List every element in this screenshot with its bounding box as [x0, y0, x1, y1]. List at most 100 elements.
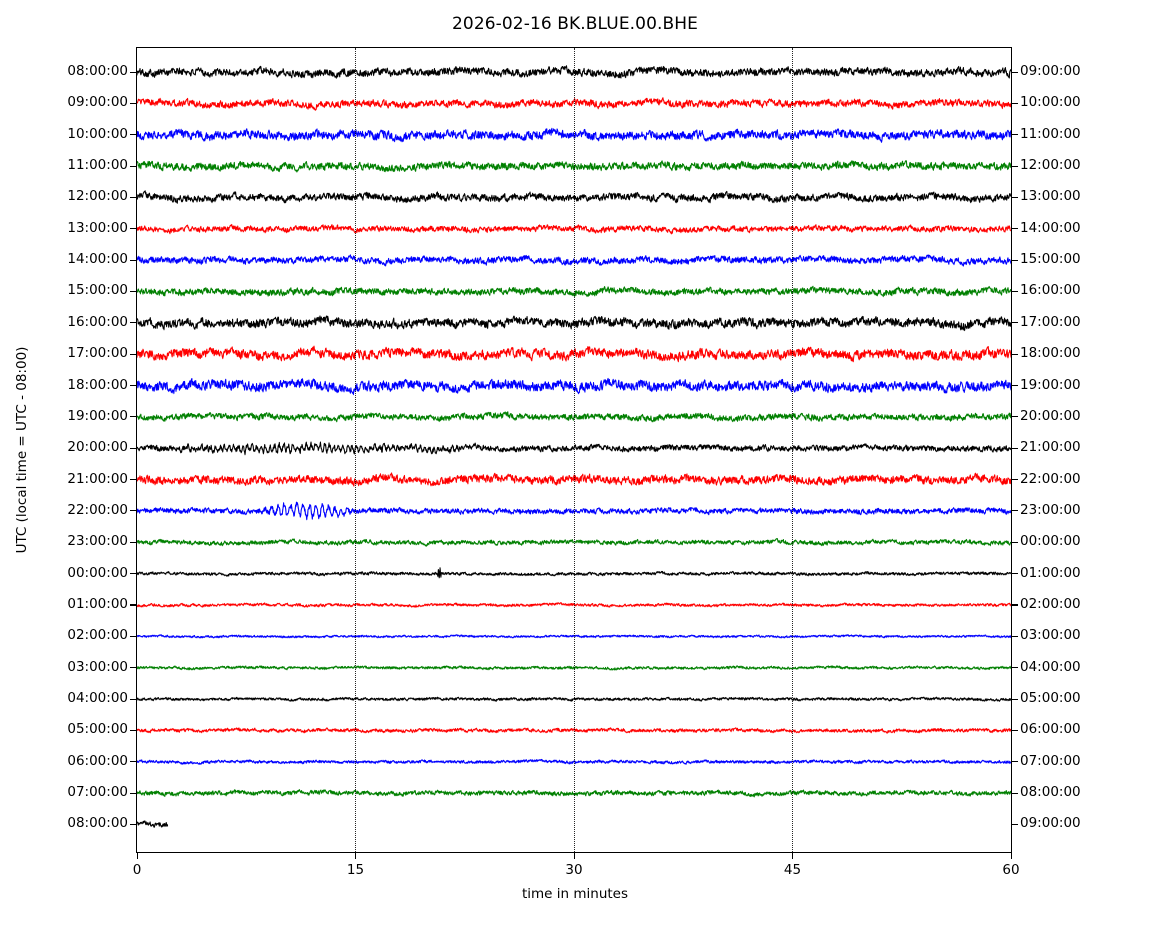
x-axis-tick-mark	[1010, 853, 1012, 859]
y-axis-right-tick-label: 01:00:00	[1020, 564, 1081, 581]
y-axis-left-tick-label: 17:00:00	[67, 345, 128, 362]
y-axis-left-tick-label: 14:00:00	[67, 251, 128, 268]
y-axis-right-tick-mark	[1012, 385, 1018, 387]
x-axis-tick-label: 60	[1002, 862, 1020, 878]
y-axis-left-tick-mark	[130, 541, 136, 543]
y-axis-right-tick-label: 15:00:00	[1020, 251, 1081, 268]
y-axis-left-tick-mark	[130, 290, 136, 293]
y-axis-right-tick-label: 02:00:00	[1020, 595, 1081, 612]
y-axis-right-tick-mark	[1012, 196, 1018, 198]
y-axis-left-tick-label: 08:00:00	[67, 63, 128, 79]
y-axis-left-tick-label: 07:00:00	[67, 784, 128, 801]
y-axis-right-tick-mark	[1012, 353, 1018, 355]
y-axis-right-tick-label: 17:00:00	[1020, 313, 1081, 330]
y-axis-left-tick-label: 23:00:00	[67, 533, 128, 550]
x-axis-tick-label: 0	[132, 862, 142, 878]
y-axis-left-tick-label: 02:00:00	[67, 627, 128, 644]
y-axis-right-tick-label: 11:00:00	[1020, 125, 1081, 142]
y-axis-left-tick-label: 11:00:00	[67, 157, 128, 174]
y-axis-right-tick-label: 08:00:00	[1020, 784, 1081, 801]
y-axis-right-tick-label: 05:00:00	[1020, 690, 1081, 706]
y-axis-right-tick-mark	[1012, 698, 1018, 700]
y-axis-left-tick-mark	[130, 698, 136, 700]
y-axis-left-tick-mark	[130, 823, 136, 825]
y-axis-right-tick-mark	[1012, 573, 1018, 575]
y-axis-left-tick-mark	[130, 447, 136, 449]
y-axis-left-tick-label: 16:00:00	[67, 313, 128, 330]
y-axis-left-tick-label: 06:00:00	[67, 752, 128, 769]
y-axis-right-tick-label: 18:00:00	[1020, 345, 1081, 362]
y-axis-left-tick-label: 19:00:00	[67, 407, 128, 424]
x-axis-tick-label: 30	[565, 862, 583, 878]
y-axis-right-tick-mark	[1012, 823, 1018, 825]
y-axis-left-tick-label: 05:00:00	[67, 721, 128, 738]
y-axis-right-tick-mark	[1012, 604, 1018, 606]
x-axis-tick-mark	[792, 853, 794, 859]
y-axis-right-tick-label: 06:00:00	[1020, 721, 1081, 738]
y-axis-left-tick-mark	[130, 259, 136, 261]
y-axis-left-tick-label: 12:00:00	[67, 188, 128, 205]
y-axis-right-tick-mark	[1012, 228, 1018, 230]
y-axis-right-tick-label: 12:00:00	[1020, 157, 1081, 174]
y-axis-left-tick-mark	[130, 479, 136, 481]
y-axis-right-tick-label: 04:00:00	[1020, 658, 1081, 675]
y-axis-right-tick-label: 03:00:00	[1020, 627, 1081, 644]
x-axis-label: time in minutes	[521, 886, 629, 902]
y-axis-right-tick-mark	[1012, 134, 1018, 136]
y-axis-left-tick-label: 09:00:00	[67, 94, 128, 111]
x-axis-tick-mark	[355, 853, 357, 859]
y-axis-right-tick-label: 21:00:00	[1020, 439, 1081, 456]
y-axis-left-tick-label: 04:00:00	[67, 690, 128, 706]
y-axis-left-tick-label: 00:00:00	[67, 564, 128, 581]
y-axis-right-tick-mark	[1012, 165, 1018, 167]
y-axis-right-tick-label: 07:00:00	[1020, 752, 1081, 769]
y-axis-right-tick-label: 23:00:00	[1020, 501, 1081, 518]
y-axis-right-tick-mark	[1012, 541, 1018, 543]
y-axis-left-tick-label: 01:00:00	[67, 595, 128, 612]
y-axis-left-tick-mark	[130, 416, 136, 418]
y-axis-right-tick-label: 09:00:00	[1020, 63, 1081, 79]
y-axis-right-tick-mark	[1012, 322, 1018, 324]
y-axis-left-tick-mark	[130, 761, 136, 763]
y-axis-label: UTC (local time = UTC - 08:00)	[14, 346, 30, 554]
y-axis-right-tick-label: 20:00:00	[1020, 407, 1081, 424]
y-axis-left-tick-label: 08:00:00	[67, 815, 128, 832]
y-axis-right-tick-label: 19:00:00	[1020, 376, 1081, 393]
y-axis-right-tick-mark	[1012, 792, 1018, 794]
y-axis-right-tick-mark	[1012, 761, 1018, 763]
y-axis-right-tick-label: 00:00:00	[1020, 533, 1081, 550]
y-axis-right-tick-mark	[1012, 729, 1018, 731]
y-axis-left-tick-label: 15:00:00	[67, 282, 128, 299]
y-axis-left-tick-label: 03:00:00	[67, 658, 128, 675]
x-axis-tick-label: 15	[346, 862, 365, 878]
y-axis-left-tick-mark	[130, 385, 136, 387]
y-axis-right-tick-mark	[1012, 71, 1018, 73]
y-axis-left-tick-mark	[130, 510, 136, 512]
x-axis-tick-label: 45	[783, 862, 802, 878]
y-axis-right-tick-mark	[1012, 510, 1018, 512]
grid-line-vertical	[792, 48, 794, 852]
y-axis-left-tick-label: 20:00:00	[67, 439, 128, 456]
y-axis-left-tick-mark	[130, 353, 136, 355]
y-axis-right-tick-label: 10:00:00	[1020, 94, 1081, 111]
y-axis-right-tick-label: 09:00:00	[1020, 815, 1081, 832]
y-axis-right-tick-label: 13:00:00	[1020, 188, 1081, 205]
y-axis-left-tick-mark	[130, 228, 136, 230]
y-axis-left-tick-mark	[130, 196, 136, 198]
x-axis-tick-mark	[573, 853, 575, 859]
y-axis-left-tick-mark	[130, 165, 136, 167]
y-axis-left-tick-mark	[130, 792, 136, 794]
y-axis-right-tick-mark	[1012, 635, 1018, 637]
x-axis-tick-mark	[136, 853, 138, 859]
page-title: 2026-02-16 BK.BLUE.00.BHE	[451, 14, 698, 34]
y-axis-right-tick-mark	[1012, 479, 1018, 481]
grid-line-vertical	[573, 48, 576, 852]
y-axis-left-tick-label: 22:00:00	[67, 501, 128, 518]
y-axis-right-tick-mark	[1012, 447, 1018, 449]
y-axis-left-tick-mark	[130, 667, 136, 669]
y-axis-label-container: UTC (local time = UTC - 08:00)	[0, 0, 44, 950]
y-axis-right-tick-label: 16:00:00	[1020, 282, 1081, 299]
y-axis-left-tick-label: 21:00:00	[67, 470, 128, 487]
y-axis-left-tick-mark	[130, 134, 136, 136]
